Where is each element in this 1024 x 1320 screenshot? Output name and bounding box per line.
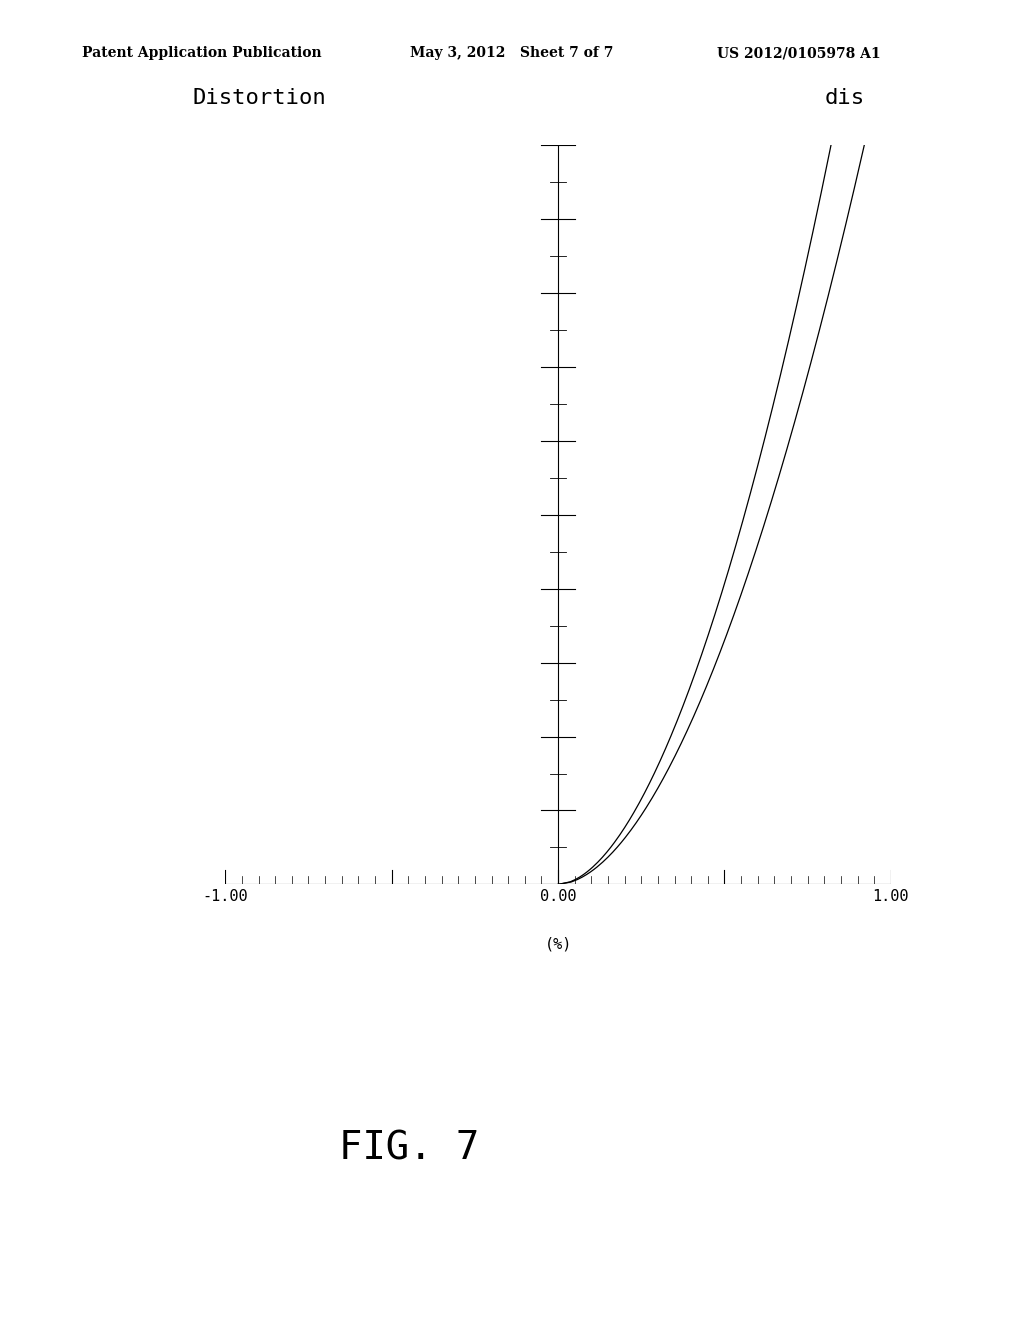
Text: FIG. 7: FIG. 7	[340, 1130, 479, 1167]
Text: Patent Application Publication: Patent Application Publication	[82, 46, 322, 61]
Text: (%): (%)	[545, 936, 571, 952]
Text: May 3, 2012   Sheet 7 of 7: May 3, 2012 Sheet 7 of 7	[410, 46, 613, 61]
Text: dis: dis	[824, 88, 864, 108]
Text: US 2012/0105978 A1: US 2012/0105978 A1	[717, 46, 881, 61]
Text: Distortion: Distortion	[193, 88, 326, 108]
